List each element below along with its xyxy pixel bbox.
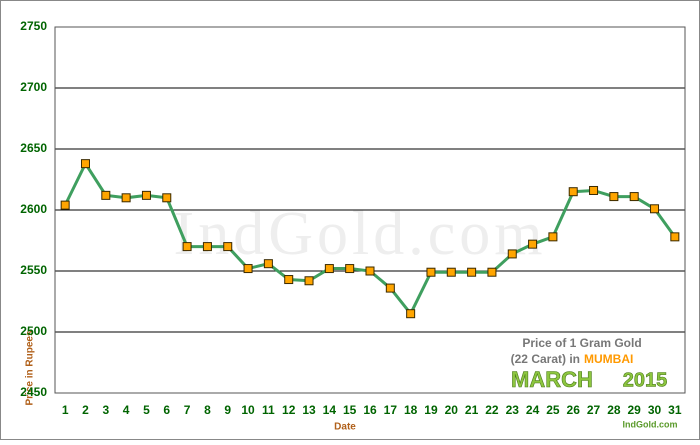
x-tick-label: 31 — [668, 403, 682, 417]
y-tick-label: 2450 — [20, 385, 47, 399]
x-tick-label: 21 — [465, 403, 479, 417]
y-tick-label: 2650 — [20, 141, 47, 155]
y-tick-label: 2700 — [20, 80, 47, 94]
data-point — [548, 232, 558, 242]
data-point — [223, 242, 233, 252]
x-tick-label: 2 — [82, 403, 89, 417]
data-point — [121, 193, 131, 203]
data-point — [467, 267, 477, 277]
x-tick-label: 4 — [123, 403, 130, 417]
x-tick-label: 28 — [607, 403, 621, 417]
data-point — [365, 266, 375, 276]
footer: IndGold.com — [623, 419, 678, 429]
data-point — [487, 267, 497, 277]
data-point — [528, 239, 538, 249]
data-point — [670, 232, 680, 242]
y-tick-label: 2750 — [20, 19, 47, 33]
data-point — [182, 242, 192, 252]
x-tick-label: 20 — [445, 403, 459, 417]
data-point — [406, 309, 416, 319]
data-point — [446, 267, 456, 277]
data-point — [101, 190, 111, 200]
x-tick-label: 13 — [302, 403, 316, 417]
x-tick-label: 27 — [587, 403, 601, 417]
data-point — [507, 249, 517, 259]
data-point — [304, 276, 314, 286]
x-tick-label: 15 — [343, 403, 357, 417]
watermark: IndGold.com — [174, 200, 547, 268]
data-point — [243, 264, 253, 274]
x-tick-label: 26 — [567, 403, 581, 417]
x-tick-label: 22 — [485, 403, 499, 417]
data-point — [324, 264, 334, 274]
x-tick-label: 11 — [262, 403, 275, 417]
x-tick-label: 30 — [648, 403, 662, 417]
y-axis-label: Price in Rupees — [25, 330, 36, 405]
legend-title: Price of 1 Gram Gold — [522, 336, 641, 350]
data-point — [568, 187, 578, 197]
x-tick-label: 1 — [62, 403, 69, 417]
y-tick-label: 2550 — [20, 263, 47, 277]
data-point — [60, 200, 70, 210]
data-point — [426, 267, 436, 277]
data-point — [263, 259, 273, 269]
data-point — [385, 283, 395, 293]
x-tick-label: 29 — [628, 403, 642, 417]
x-tick-label: 17 — [384, 403, 398, 417]
x-tick-label: 9 — [224, 403, 231, 417]
data-point — [80, 159, 90, 169]
y-tick-label: 2600 — [20, 202, 47, 216]
x-tick-label: 16 — [363, 403, 377, 417]
data-point — [629, 192, 639, 202]
x-tick-label: 5 — [143, 403, 150, 417]
data-point — [141, 190, 151, 200]
x-tick-label: 25 — [546, 403, 560, 417]
legend-month: MARCH — [511, 367, 593, 392]
x-tick-label: 10 — [241, 403, 255, 417]
data-point — [650, 204, 660, 214]
x-tick-label: 14 — [323, 403, 337, 417]
legend: Price of 1 Gram Gold (22 Carat) in MUMBA… — [511, 336, 668, 392]
data-point — [609, 192, 619, 202]
x-tick-label: 18 — [404, 403, 418, 417]
x-tick-label: 24 — [526, 403, 540, 417]
x-tick-label: 19 — [424, 403, 438, 417]
plot-border — [54, 26, 686, 394]
x-tick-label: 23 — [506, 403, 520, 417]
data-point — [589, 185, 599, 195]
x-tick-label: 12 — [282, 403, 296, 417]
x-tick-label: 3 — [102, 403, 109, 417]
x-tick-label: 8 — [204, 403, 211, 417]
data-point — [162, 193, 172, 203]
x-axis-label: Date — [334, 422, 356, 433]
y-tick-label: 2500 — [20, 324, 47, 338]
legend-prefix: (22 Carat) in — [511, 352, 580, 366]
legend-year: 2015 — [623, 369, 668, 391]
x-tick-label: 6 — [163, 403, 170, 417]
data-point — [202, 242, 212, 252]
x-tick-label: 7 — [184, 403, 191, 417]
data-point — [345, 264, 355, 274]
legend-city: MUMBAI — [584, 352, 633, 366]
data-point — [284, 275, 294, 285]
